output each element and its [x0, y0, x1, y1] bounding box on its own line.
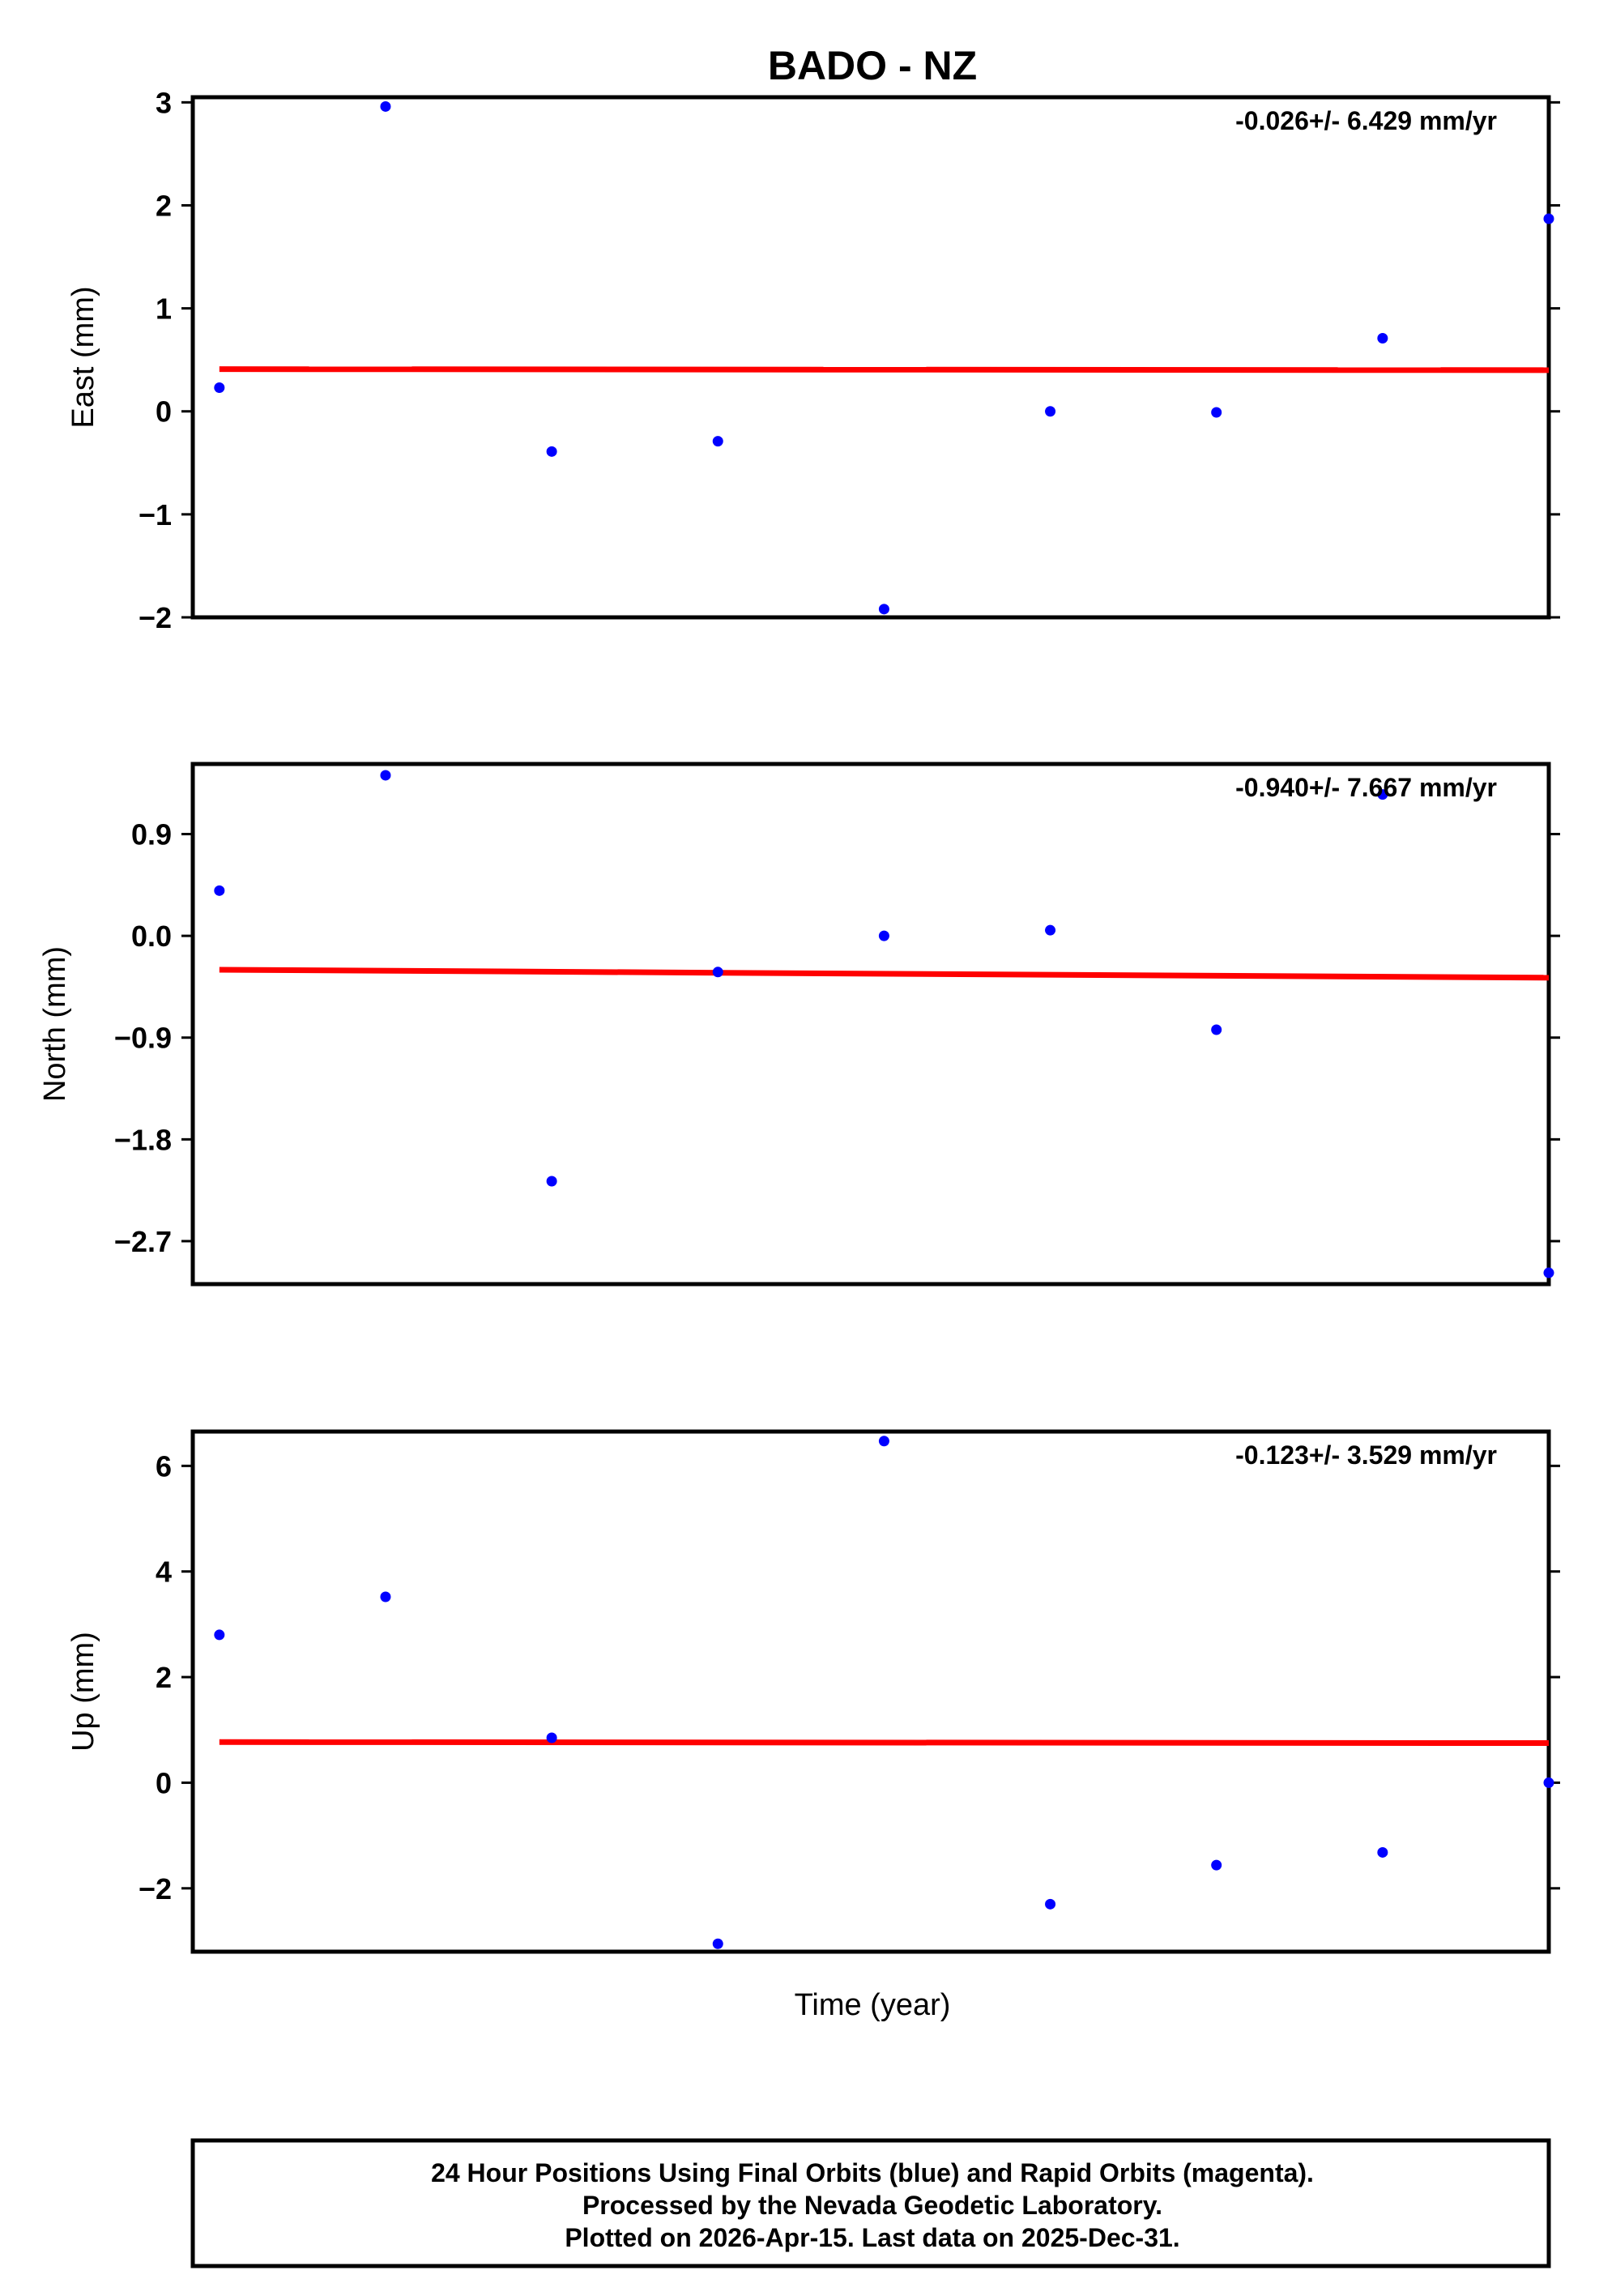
data-point — [712, 1938, 723, 1949]
footer-box — [190, 2138, 1551, 2268]
plot-frame — [190, 762, 1551, 1287]
y-tick-label: 1 — [156, 292, 172, 326]
data-point — [1543, 213, 1554, 224]
y-tick-label: −0.9 — [114, 1022, 172, 1055]
data-point — [878, 604, 889, 615]
plot-frame — [190, 95, 1551, 620]
footer-line-3: Plotted on 2026-Apr-15. Last data on 202… — [565, 2223, 1179, 2252]
y-axis-label: North (mm) — [38, 946, 72, 1102]
y-tick-label: 3 — [156, 86, 172, 119]
y-tick-label: 0 — [156, 1766, 172, 1799]
data-point — [214, 1629, 225, 1641]
data-point — [1543, 1777, 1554, 1788]
data-point — [1211, 407, 1222, 418]
y-tick-label: −1 — [139, 498, 172, 531]
data-point — [214, 885, 225, 896]
y-tick-label: 4 — [156, 1556, 172, 1589]
velocity-label: -0.940+/- 7.667 mm/yr — [1235, 773, 1497, 802]
footer-line-2: Processed by the Nevada Geodetic Laborat… — [582, 2191, 1162, 2220]
y-tick-label: −2 — [139, 1872, 172, 1906]
data-point — [878, 1436, 889, 1447]
y-tick-label: −1.8 — [114, 1123, 172, 1156]
data-point — [1377, 789, 1388, 800]
data-point — [1045, 406, 1056, 417]
data-point — [546, 1176, 557, 1187]
y-tick-label: 0.9 — [131, 818, 172, 851]
panel-2: 0.9 0.0 −0.9 −1.8 −2.7 North (mm) -0.940+/- 7.… — [38, 762, 1560, 1287]
y-tick-label: −2.7 — [114, 1225, 172, 1258]
y-axis-label: Up (mm) — [66, 1632, 100, 1752]
y-tick-label: 2 — [156, 189, 172, 222]
x-axis-label: Time (year) — [795, 1988, 951, 2022]
plot-frame — [190, 1429, 1551, 1954]
data-point — [878, 930, 889, 941]
data-point — [546, 446, 557, 457]
data-point — [1045, 924, 1056, 936]
y-axis-label: East (mm) — [66, 286, 100, 428]
trend-line — [219, 366, 1550, 373]
data-point — [1045, 1898, 1056, 1910]
data-point — [1377, 332, 1388, 344]
data-point — [380, 100, 391, 112]
y-tick-label: 2 — [156, 1661, 172, 1694]
data-point — [712, 967, 723, 978]
y-tick-label: 0 — [156, 395, 172, 429]
trend-line — [219, 1739, 1550, 1747]
velocity-label: -0.026+/- 6.429 mm/yr — [1235, 106, 1497, 135]
panel-3: 6 4 2 0 −2 Up (mm) -0.123+/- 3.529 mm/yr — [66, 1429, 1560, 1954]
panel-1: 3 2 1 0 −1 −2 East (mm) -0.026+/- 6.429 mm/yr — [66, 86, 1560, 634]
y-tick-label: 6 — [156, 1449, 172, 1483]
y-tick-label: −2 — [139, 601, 172, 634]
data-point — [214, 382, 225, 394]
y-tick-label: 0.0 — [131, 920, 172, 953]
data-point — [1543, 1267, 1554, 1278]
data-point — [1211, 1024, 1222, 1035]
data-point — [380, 770, 391, 781]
data-point — [1211, 1859, 1222, 1871]
data-point — [380, 1591, 391, 1603]
chart-title: BADO - NZ — [768, 43, 977, 88]
trend-line — [219, 967, 1550, 981]
data-point — [1377, 1846, 1388, 1858]
data-point — [546, 1732, 557, 1743]
data-point — [712, 436, 723, 447]
footer-line-1: 24 Hour Positions Using Final Orbits (bl… — [431, 2158, 1314, 2187]
velocity-label: -0.123+/- 3.529 mm/yr — [1235, 1440, 1497, 1470]
